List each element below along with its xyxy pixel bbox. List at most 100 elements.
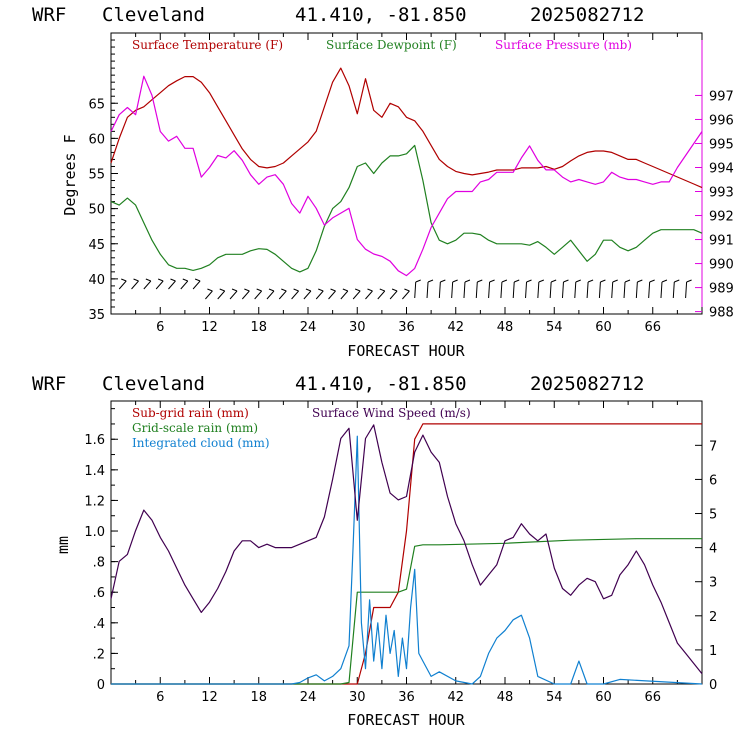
- panel2-coords: 41.410, -81.850: [295, 373, 467, 395]
- y2-tick-label: 994: [709, 161, 734, 176]
- wind-barb: [438, 279, 446, 299]
- wind-barb: [475, 279, 483, 299]
- x-tick-label: 36: [398, 690, 415, 705]
- panel2-model: WRF: [32, 373, 66, 395]
- y2-tick-label: 6: [709, 473, 717, 488]
- legend-entry: Grid-scale rain (mm): [132, 421, 258, 435]
- x-tick-label: 6: [156, 320, 164, 335]
- panel1-station: Cleveland: [102, 4, 205, 26]
- panel1-plot: 6 12 18 24 30 36 42 48 54 60 66 35 40 45 50 55 60 65 988 98…: [88, 32, 734, 335]
- wind-barb: [180, 278, 189, 290]
- x-tick-label: 66: [644, 690, 661, 705]
- panel1-xlabel: FORECAST HOUR: [347, 342, 465, 360]
- y-tick-label: 60: [88, 132, 105, 147]
- series-line-2: [110, 75, 703, 277]
- x-tick-label: 42: [447, 690, 464, 705]
- y-tick-label: .8: [93, 556, 105, 571]
- wind-barb: [525, 279, 532, 299]
- wind-barb: [365, 288, 373, 300]
- series-line-0: [110, 67, 703, 189]
- wind-barb: [217, 288, 226, 300]
- wind-barb: [414, 279, 421, 299]
- y2-tick-label: 991: [709, 234, 734, 249]
- wind-barb: [426, 279, 434, 299]
- y-tick-label: 35: [88, 308, 105, 323]
- x-tick-label: 18: [250, 320, 267, 335]
- x-tick-label: 48: [497, 690, 514, 705]
- y-tick-label: 45: [88, 238, 105, 253]
- wind-barb: [131, 278, 139, 290]
- wind-barb: [192, 278, 201, 290]
- wind-barb: [155, 278, 164, 290]
- y2-tick-label: 5: [709, 508, 717, 523]
- y2-tick-label: 0: [709, 678, 717, 693]
- wind-barb: [328, 288, 336, 300]
- wind-barb: [389, 288, 398, 300]
- y-tick-label: 50: [88, 203, 105, 218]
- panel2-plot: 6 12 18 24 30 36 42 48 54 60 660.2.4.6.81.01.21.41…: [84, 400, 717, 705]
- y-tick-label: 55: [88, 168, 105, 183]
- wind-barb: [143, 278, 152, 290]
- series-line-0: [111, 423, 702, 685]
- wind-barb: [623, 279, 631, 299]
- series-line-3: [110, 424, 703, 675]
- legend-entry: Sub-grid rain (mm): [132, 406, 249, 420]
- series-line-1: [111, 538, 702, 685]
- wind-barb: [315, 288, 324, 300]
- y2-tick-label: 993: [709, 186, 734, 201]
- x-tick-label: 6: [156, 690, 164, 705]
- y-tick-label: 1.4: [84, 464, 105, 479]
- wind-barb: [266, 288, 275, 300]
- x-tick-label: 60: [595, 320, 612, 335]
- x-tick-label: 24: [300, 690, 317, 705]
- wind-barb: [672, 279, 680, 299]
- y-tick-label: .6: [93, 586, 105, 601]
- y-tick-label: 1.2: [84, 494, 105, 509]
- wind-barb: [512, 279, 520, 299]
- y-tick-label: .4: [93, 617, 105, 632]
- wind-barb: [278, 288, 287, 300]
- wind-barb: [303, 288, 312, 300]
- y-tick-label: .2: [93, 647, 105, 662]
- wind-barb: [291, 288, 299, 300]
- wind-barb: [660, 279, 668, 299]
- wind-barb: [574, 279, 581, 299]
- wind-barb: [254, 288, 263, 300]
- y2-tick-label: 1: [709, 644, 717, 659]
- panel2-init-time: 2025082712: [530, 373, 644, 395]
- wind-barb: [205, 288, 213, 300]
- x-tick-label: 30: [349, 320, 366, 335]
- panel1-init-time: 2025082712: [530, 4, 644, 26]
- y2-tick-label: 2: [709, 610, 717, 625]
- wind-barb: [586, 279, 594, 299]
- wind-barb: [402, 288, 410, 300]
- x-tick-label: 54: [546, 320, 563, 335]
- y-tick-label: 65: [88, 97, 105, 112]
- x-tick-label: 60: [595, 690, 612, 705]
- y2-tick-label: 989: [709, 282, 734, 297]
- y2-tick-label: 4: [709, 542, 717, 557]
- x-tick-label: 30: [349, 690, 366, 705]
- series-line-1: [110, 144, 703, 273]
- panel1-model: WRF: [32, 4, 66, 26]
- x-tick-label: 42: [447, 320, 464, 335]
- y2-tick-label: 996: [709, 113, 734, 128]
- y2-tick-label: 992: [709, 210, 734, 225]
- wind-barb: [463, 279, 471, 299]
- legend-entry: Surface Temperature (F): [132, 38, 283, 52]
- panel2-ylabel: mm: [54, 536, 72, 554]
- panel1-header: WRF Cleveland 41.410, -81.850 2025082712: [32, 4, 644, 26]
- legend-entry: Surface Pressure (mb): [495, 38, 632, 52]
- series-line-2: [111, 435, 703, 685]
- y-tick-label: 0: [97, 678, 105, 693]
- x-tick-label: 12: [201, 320, 218, 335]
- wind-barb: [377, 288, 386, 300]
- wind-barb: [648, 279, 655, 299]
- x-tick-label: 36: [398, 320, 415, 335]
- y2-tick-label: 7: [709, 439, 717, 454]
- wind-barb: [241, 288, 250, 300]
- legend-entry: Surface Dewpoint (F): [326, 38, 457, 52]
- y-tick-label: 1.6: [84, 433, 105, 448]
- wind-barb: [168, 278, 176, 290]
